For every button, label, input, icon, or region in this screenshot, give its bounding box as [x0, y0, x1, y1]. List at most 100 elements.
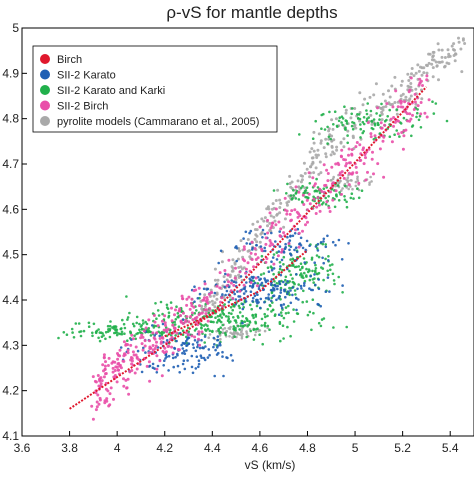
series-2-point	[292, 194, 296, 197]
series-3-point	[369, 132, 373, 136]
series-3-point	[105, 397, 109, 401]
series-2-point	[338, 191, 341, 194]
series-2-point	[327, 195, 330, 198]
series-1-point	[202, 356, 206, 360]
series-1-point	[198, 346, 202, 350]
series-2-point	[317, 255, 321, 259]
series-3-point	[158, 359, 162, 363]
series-4-point	[220, 260, 224, 264]
series-1-point	[337, 238, 341, 242]
series-2-point	[97, 328, 100, 331]
series-3-point	[189, 315, 193, 318]
series-1-point	[217, 351, 220, 355]
series-1-point	[196, 297, 200, 300]
series-2-point	[254, 328, 258, 331]
series-1-point	[206, 356, 210, 359]
series-2-point	[62, 331, 66, 334]
series-1-point	[322, 240, 325, 243]
series-2-point	[331, 263, 334, 266]
series-2-point	[229, 298, 232, 302]
series-3-point	[155, 367, 159, 371]
series-3-point	[354, 165, 358, 169]
series-1-point	[274, 240, 277, 243]
series-4-point	[447, 52, 451, 56]
series-3-point	[99, 382, 103, 386]
series-3-point	[315, 205, 319, 209]
series-3-point	[392, 124, 395, 128]
series-1-point	[263, 277, 266, 280]
series-1-point	[269, 283, 273, 287]
series-1-point	[200, 356, 203, 360]
series-2-point	[410, 134, 413, 138]
series-2-point	[328, 110, 331, 114]
series-1-point	[184, 339, 188, 343]
series-3-point	[392, 116, 396, 119]
series-3-point	[193, 335, 197, 339]
series-3-point	[269, 226, 273, 230]
series-2-point	[320, 318, 324, 321]
series-3-point	[102, 356, 106, 360]
series-3-point	[147, 360, 151, 364]
series-3-point	[347, 183, 351, 187]
series-4-point	[331, 177, 335, 181]
series-4-point	[409, 94, 413, 98]
series-1-point	[163, 359, 166, 363]
series-1-point	[328, 290, 331, 293]
series-3-point	[177, 309, 181, 313]
series-1-point	[248, 277, 251, 281]
series-3-point	[174, 308, 177, 312]
series-1-point	[191, 343, 195, 346]
series-4-point	[353, 107, 357, 110]
series-1-point	[187, 342, 191, 346]
series-2-point	[142, 322, 145, 325]
series-4-point	[380, 112, 384, 116]
series-2-point	[299, 262, 303, 266]
legend-label: Birch	[57, 54, 82, 66]
series-2-point	[135, 332, 138, 336]
series-3-point	[408, 88, 412, 92]
series-1-point	[193, 285, 196, 289]
series-4-point	[342, 145, 346, 149]
series-3-point	[264, 242, 268, 246]
series-3-point	[288, 212, 292, 216]
series-2-point	[301, 266, 304, 270]
series-4-point	[329, 153, 333, 157]
series-2-point	[370, 120, 374, 123]
series-2-point	[291, 264, 295, 267]
series-4-point	[238, 249, 241, 253]
series-4-point	[235, 331, 238, 334]
series-2-point	[245, 317, 248, 320]
series-4-point	[213, 305, 217, 309]
series-1-point	[186, 359, 189, 362]
series-3-point	[340, 148, 344, 152]
series-4-point	[463, 42, 467, 45]
series-2-point	[270, 291, 274, 295]
series-1-point	[242, 292, 246, 295]
series-4-point	[245, 330, 248, 333]
series-2-point	[135, 315, 139, 319]
series-2-point	[144, 320, 147, 324]
series-4-point	[231, 269, 235, 273]
series-1-point	[322, 261, 326, 265]
series-1-point	[151, 362, 155, 366]
series-3-point	[345, 162, 349, 165]
series-3-point	[355, 171, 359, 175]
series-1-point	[289, 235, 292, 238]
series-1-point	[203, 280, 206, 283]
series-2-point	[233, 335, 236, 339]
series-4-point	[288, 174, 292, 178]
series-1-point	[182, 359, 186, 363]
series-4-point	[410, 67, 414, 70]
series-2-point	[159, 300, 163, 304]
series-3-point	[318, 209, 322, 213]
series-4-point	[210, 299, 214, 303]
series-2-point	[131, 322, 135, 326]
series-1-point	[205, 288, 209, 291]
series-4-point	[346, 176, 350, 179]
series-2-point	[338, 116, 342, 119]
series-3-point	[411, 113, 414, 117]
series-3-point	[376, 162, 380, 166]
series-4-point	[431, 66, 435, 70]
series-1-point	[275, 298, 278, 302]
series-2-point	[156, 309, 160, 312]
